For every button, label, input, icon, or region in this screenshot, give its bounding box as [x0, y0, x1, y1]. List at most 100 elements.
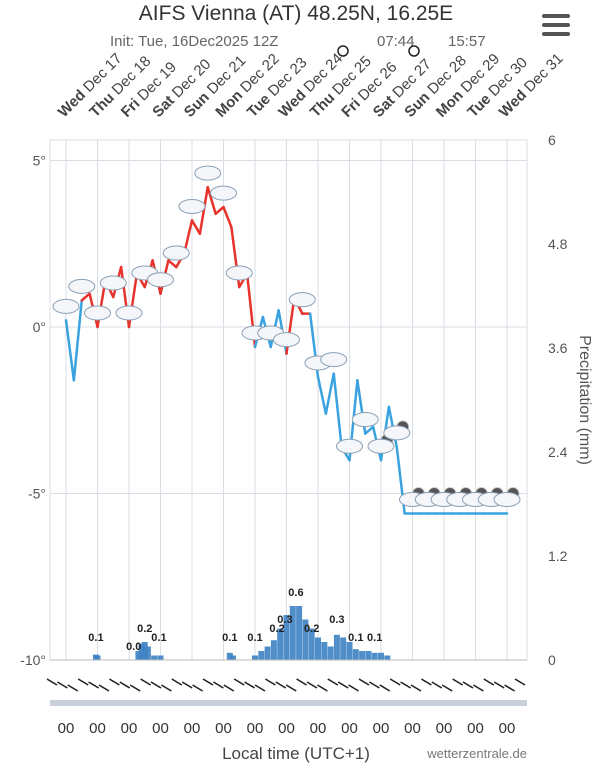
wind-barb — [462, 681, 474, 689]
wind-barb — [56, 681, 68, 689]
cloud-icon — [383, 425, 411, 441]
precip-axis-label: Precipitation (mm) — [576, 335, 592, 465]
sunset-icon — [408, 45, 420, 57]
wind-barb — [358, 678, 370, 686]
precip-bar — [264, 646, 271, 660]
precip-bar — [258, 651, 265, 660]
cloud-icon — [351, 412, 379, 428]
cloud-icon — [147, 272, 174, 288]
wind-barb — [171, 678, 183, 686]
precip-data-label: 0.1 — [247, 632, 262, 644]
wind-barb — [431, 681, 443, 689]
wind-barb — [400, 681, 412, 689]
wind-barb — [472, 684, 484, 692]
cloud-icon — [68, 278, 96, 294]
temperature-segment — [222, 205, 233, 229]
wind-barb — [46, 678, 58, 686]
wind-barb — [420, 678, 432, 686]
credit-link[interactable]: wetterzentrale.de — [427, 746, 527, 761]
precip-bar — [252, 655, 258, 660]
wind-barb — [493, 681, 505, 689]
wind-barb — [192, 684, 204, 692]
precip-bar — [270, 640, 277, 660]
wind-barb — [88, 681, 100, 689]
precip-bar — [321, 642, 328, 660]
precip-bar — [94, 655, 101, 660]
wind-barb — [327, 678, 339, 686]
wind-barb — [389, 678, 401, 686]
precip-bar — [277, 628, 284, 660]
precip-bar — [346, 642, 353, 660]
hour-label: 00 — [467, 720, 484, 737]
wind-barb — [181, 681, 193, 689]
wind-barb — [264, 678, 276, 686]
init-time: Init: Tue, 16Dec2025 12Z — [110, 33, 279, 50]
precip-bar — [226, 652, 233, 660]
temperature-segment — [332, 372, 343, 449]
temperature-segment — [214, 205, 225, 216]
wind-barb — [514, 678, 526, 686]
cloud-icon — [178, 198, 206, 214]
cloud-icon — [115, 305, 143, 321]
wind-barb — [285, 684, 297, 692]
precip-bar — [371, 652, 378, 660]
hour-label: 00 — [184, 720, 201, 737]
x-axis-label: Local time (UTC+1) — [222, 744, 370, 763]
cloud-icon — [288, 292, 316, 308]
hour-label: 00 — [58, 720, 75, 737]
wind-barb — [67, 684, 79, 692]
precip-bar — [302, 619, 309, 660]
precip-data-label: 0.2 — [137, 623, 152, 635]
wind-barb — [504, 684, 516, 692]
precip-data-label: 0.1 — [151, 632, 166, 644]
precip-bar — [289, 606, 296, 660]
precip-tick-label: 6 — [548, 132, 556, 148]
temp-tick-label: -5° — [28, 486, 46, 502]
precip-bar — [296, 606, 303, 660]
cloud-icon — [273, 332, 300, 348]
precip-bar — [283, 615, 290, 660]
wind-barb — [129, 684, 141, 692]
temperature-segment — [190, 219, 202, 236]
precip-bar — [157, 655, 164, 660]
precip-data-label: 0.2 — [304, 623, 319, 635]
precip-bar — [378, 652, 384, 660]
cloud-icon — [84, 305, 111, 321]
wind-barb — [108, 678, 120, 686]
temp-tick-label: -10° — [20, 652, 46, 668]
wind-barb — [368, 681, 380, 689]
precip-data-label: 0.2 — [269, 623, 284, 635]
cloud-icon — [367, 438, 395, 454]
temp-tick-label: 0° — [33, 319, 46, 335]
cloud-icon — [225, 265, 253, 281]
wind-barb — [306, 681, 318, 689]
precip-bar — [229, 655, 236, 660]
precip-bar — [144, 646, 151, 660]
cloud-icon — [194, 165, 222, 181]
precip-bar — [365, 651, 372, 660]
hour-label: 00 — [373, 720, 390, 737]
precip-data-label: 0.1 — [348, 632, 363, 644]
wind-barb — [140, 678, 152, 686]
precip-data-label: 0.3 — [277, 614, 292, 626]
precip-bar — [141, 642, 148, 660]
wind-barb — [316, 684, 328, 692]
precip-data-label: 0.3 — [329, 614, 344, 626]
temperature-segment — [80, 292, 91, 302]
temperature-segment — [316, 375, 328, 415]
precip-bar — [308, 628, 315, 660]
hamburger-menu-icon[interactable] — [542, 14, 570, 38]
temperature-segment — [64, 319, 76, 382]
wind-barb — [441, 684, 453, 692]
wind-barb — [160, 684, 172, 692]
precip-bar — [333, 634, 340, 660]
wind-barb — [254, 684, 266, 692]
hour-label: 00 — [89, 720, 106, 737]
temperature-segment — [72, 299, 83, 382]
precip-bar — [327, 646, 334, 660]
precip-tick-label: 2.4 — [548, 444, 568, 460]
sunrise-time: 07:44 — [377, 33, 415, 50]
precip-tick-label: 4.8 — [548, 236, 568, 252]
wind-barb — [98, 684, 110, 692]
wind-barb — [212, 681, 224, 689]
